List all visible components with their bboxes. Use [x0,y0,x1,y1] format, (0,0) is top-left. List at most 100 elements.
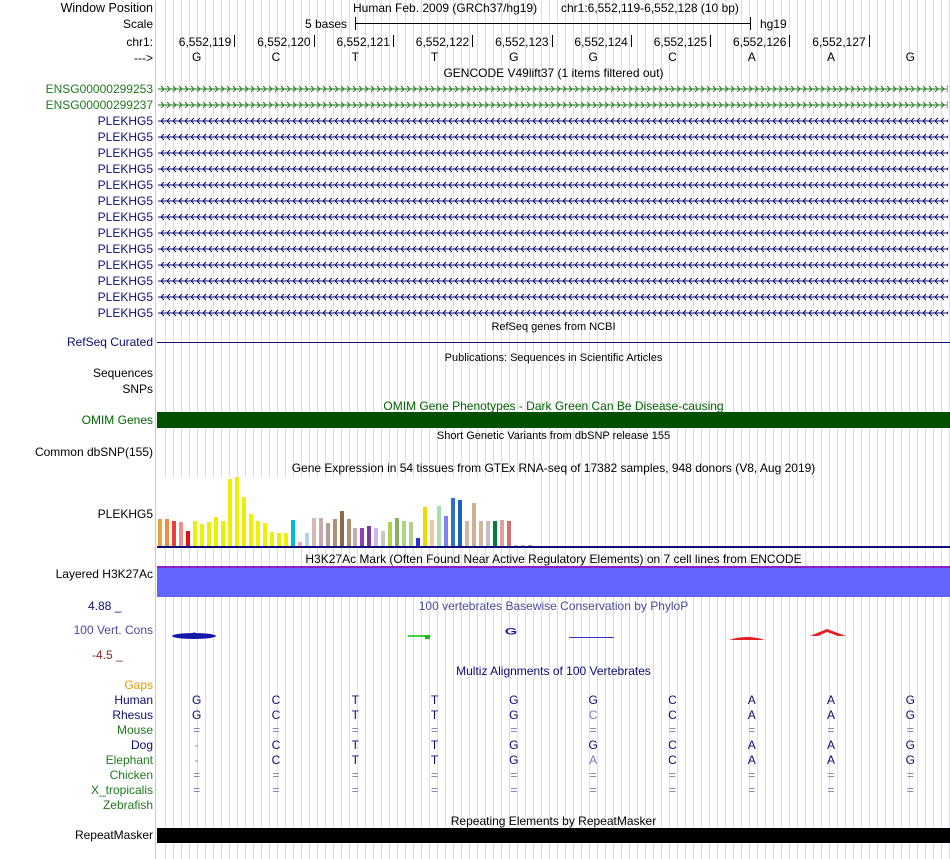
gene-label[interactable]: PLEKHG5 [97,178,153,192]
gene-model[interactable] [158,309,948,317]
omim-label[interactable]: OMIM Genes [81,413,153,427]
gtex-tissue-bar[interactable] [255,521,260,546]
multiz-gaps-label[interactable]: Gaps [124,678,153,692]
phylop-track-title[interactable]: 100 vertebrates Basewise Conservation by… [418,599,689,613]
phylop-logo[interactable]: G G [157,620,950,650]
gtex-tissue-bar[interactable] [388,522,393,546]
gtex-tissue-bar[interactable] [332,519,337,546]
gtex-tissue-bar[interactable] [269,532,274,546]
gencode-track-title[interactable]: GENCODE V49lift37 (1 items filtered out) [443,66,664,80]
gtex-tissue-bar[interactable] [528,545,533,546]
species-label[interactable]: Chicken [109,768,153,782]
gene-model[interactable] [158,245,948,253]
gene-model[interactable] [158,277,948,285]
gene-model[interactable] [158,293,948,301]
h3k27ac-signal[interactable] [157,566,950,597]
gtex-tissue-bar[interactable] [304,533,309,546]
gene-model[interactable] [158,181,948,189]
gene-label[interactable]: PLEKHG5 [97,274,153,288]
gtex-tissue-bar[interactable] [514,545,519,546]
gtex-tissue-bar[interactable] [227,479,232,546]
gtex-tissue-bar[interactable] [318,518,323,546]
gtex-tissue-bar[interactable] [493,521,498,546]
phylop-label[interactable]: 100 Vert. Cons [73,623,153,637]
species-label[interactable]: Human [114,693,153,707]
gtex-tissue-bar[interactable] [416,538,421,546]
gtex-tissue-bar[interactable] [451,498,456,546]
gene-model[interactable] [158,261,948,269]
gtex-tissue-bar[interactable] [486,521,491,546]
gene-model[interactable] [158,101,948,109]
gtex-tissue-bar[interactable] [283,533,288,546]
gene-label[interactable]: PLEKHG5 [97,114,153,128]
gtex-tissue-bar[interactable] [248,514,253,546]
refseq-label[interactable]: RefSeq Curated [66,335,153,349]
gtex-tissue-bar[interactable] [199,524,204,546]
gtex-tissue-bar[interactable] [213,517,218,546]
gene-model[interactable] [158,149,948,157]
gtex-tissue-bar[interactable] [346,519,351,546]
gtex-tissue-bar[interactable] [206,522,211,546]
gene-label[interactable]: ENSG00000299237 [45,98,153,112]
gene-model[interactable] [158,197,948,205]
gtex-tissue-bar[interactable] [311,518,316,546]
gtex-tissue-bar[interactable] [409,522,414,546]
publications-snps-label[interactable]: SNPs [122,382,153,396]
gtex-track-title[interactable]: Gene Expression in 54 tissues from GTEx … [291,461,816,475]
gtex-tissue-bar[interactable] [458,500,463,546]
gtex-tissue-bar[interactable] [234,477,239,546]
gtex-tissue-bar[interactable] [339,511,344,546]
gene-label[interactable]: PLEKHG5 [97,130,153,144]
dbsnp-track-title[interactable]: Short Genetic Variants from dbSNP releas… [436,430,671,442]
gtex-label[interactable]: PLEKHG5 [97,507,153,521]
gtex-tissue-bar[interactable] [507,521,512,546]
gtex-tissue-bar[interactable] [241,497,246,546]
gtex-tissue-bar[interactable] [325,523,330,546]
gtex-tissue-bar[interactable] [437,506,442,546]
h3k27ac-track-title[interactable]: H3K27Ac Mark (Often Found Near Active Re… [305,552,802,566]
dbsnp-label[interactable]: Common dbSNP(155) [34,445,153,459]
gtex-tissue-bar[interactable] [367,526,372,546]
gene-label[interactable]: PLEKHG5 [97,146,153,160]
species-label[interactable]: Zebrafish [102,798,153,812]
gene-label[interactable]: PLEKHG5 [97,210,153,224]
gene-model[interactable] [158,213,948,221]
gtex-tissue-bar[interactable] [192,521,197,546]
species-label[interactable]: Dog [130,738,153,752]
gtex-tissue-bar[interactable] [290,520,295,546]
gtex-tissue-bar[interactable] [402,521,407,546]
gtex-tissue-bar[interactable] [276,533,281,546]
gtex-tissue-bar[interactable] [171,521,176,546]
gtex-tissue-bar[interactable] [479,521,484,546]
gtex-tissue-bar[interactable] [465,521,470,546]
gene-model[interactable] [158,85,948,93]
omim-track-title[interactable]: OMIM Gene Phenotypes - Dark Green Can Be… [383,399,724,413]
gene-model[interactable] [158,229,948,237]
gtex-tissue-bar[interactable] [500,520,505,546]
gene-model[interactable] [158,165,948,173]
repeatmasker-bar[interactable] [157,828,950,843]
repeatmasker-label[interactable]: RepeatMasker [74,828,153,842]
gtex-tissue-bar[interactable] [353,528,358,546]
gtex-tissue-bar[interactable] [178,522,183,546]
gtex-tissue-bar[interactable] [297,542,302,546]
gene-label[interactable]: ENSG00000299253 [45,82,153,96]
gtex-tissue-bar[interactable] [360,528,365,546]
gtex-tissue-bar[interactable] [521,545,526,546]
species-label[interactable]: Mouse [116,723,153,737]
species-label[interactable]: X_tropicalis [90,783,153,797]
gene-model[interactable] [158,133,948,141]
gene-label[interactable]: PLEKHG5 [97,258,153,272]
gtex-tissue-bar[interactable] [381,531,386,546]
gtex-tissue-bar[interactable] [444,516,449,546]
gene-model[interactable] [158,117,948,125]
publications-track-title[interactable]: Publications: Sequences in Scientific Ar… [444,352,663,364]
refseq-track-title[interactable]: RefSeq genes from NCBI [491,321,616,333]
gtex-tissue-bar[interactable] [423,507,428,546]
gene-label[interactable]: PLEKHG5 [97,194,153,208]
gtex-tissue-bar[interactable] [374,528,379,546]
gtex-tissue-bar[interactable] [395,518,400,546]
gtex-tissue-bar[interactable] [472,503,477,546]
gtex-tissue-bar[interactable] [164,519,169,546]
publications-sequences-label[interactable]: Sequences [92,366,153,380]
